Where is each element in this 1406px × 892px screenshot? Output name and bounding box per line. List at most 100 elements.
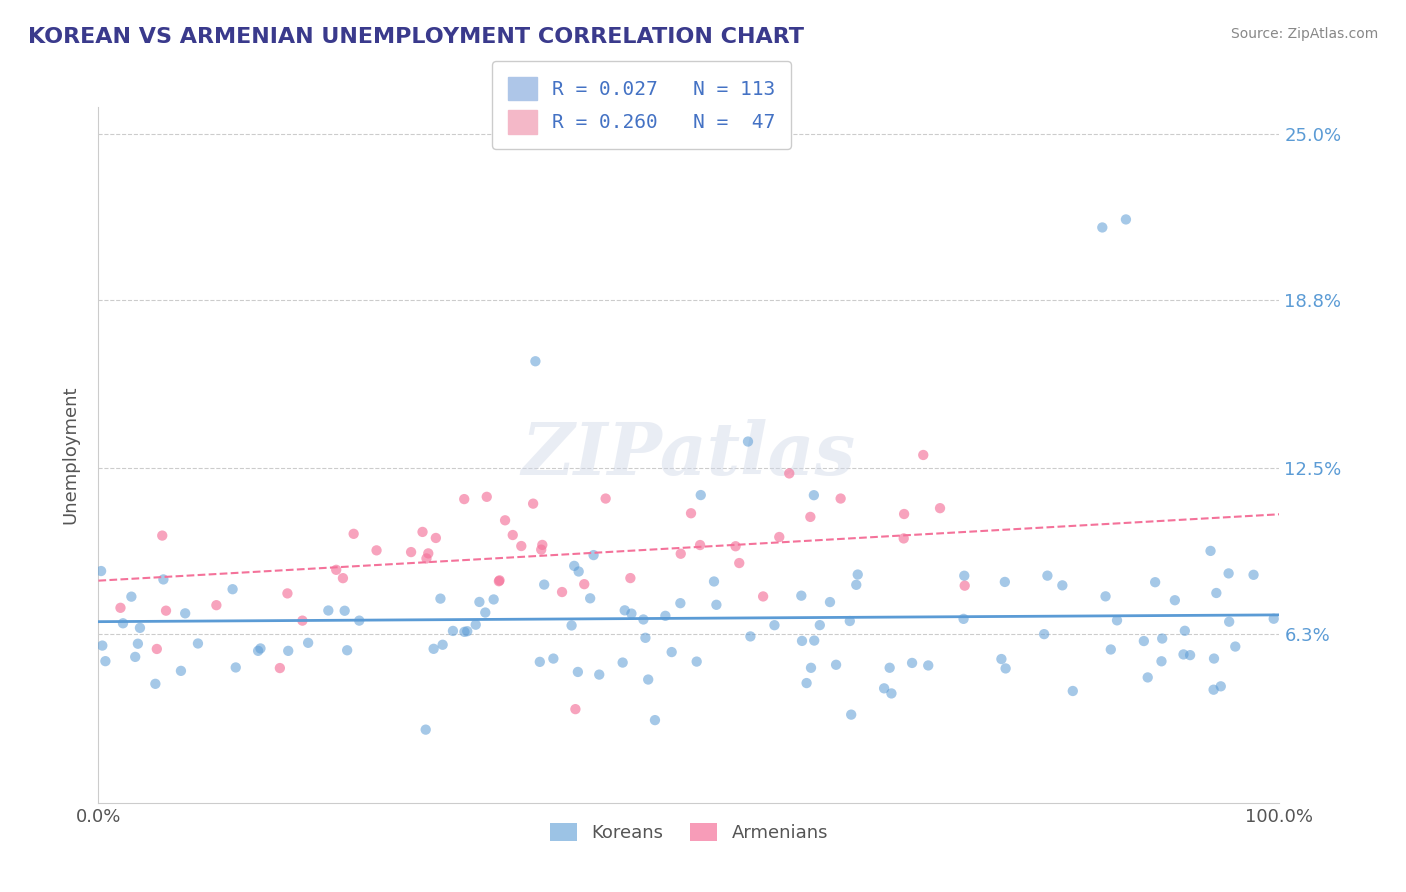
Point: [276, 586, 298, 600]
Point: [464, 617, 486, 632]
Point: [613, 603, 636, 617]
Point: [1243, 567, 1265, 582]
Point: [661, 645, 683, 659]
Point: [1178, 648, 1201, 662]
Point: [825, 657, 848, 672]
Point: [706, 598, 728, 612]
Point: [1152, 632, 1174, 646]
Point: [990, 652, 1012, 666]
Point: [127, 637, 149, 651]
Point: [654, 608, 676, 623]
Point: [1033, 627, 1056, 641]
Point: [612, 656, 634, 670]
Point: [1199, 544, 1222, 558]
Point: [838, 614, 860, 628]
Point: [1209, 679, 1232, 693]
Point: [845, 578, 868, 592]
Point: [366, 543, 388, 558]
Point: [669, 547, 692, 561]
Point: [533, 577, 555, 591]
Point: [522, 497, 544, 511]
Point: [111, 616, 134, 631]
Point: [561, 618, 583, 632]
Point: [763, 618, 786, 632]
Point: [418, 546, 440, 560]
Point: [1218, 615, 1240, 629]
Point: [796, 676, 818, 690]
Point: [90, 564, 112, 578]
Point: [429, 591, 451, 606]
Point: [291, 614, 314, 628]
Point: [415, 723, 437, 737]
Point: [703, 574, 725, 589]
Point: [1150, 654, 1173, 668]
Point: [174, 607, 197, 621]
Point: [808, 618, 831, 632]
Point: [529, 655, 551, 669]
Point: [502, 528, 524, 542]
Point: [110, 600, 132, 615]
Point: [564, 702, 586, 716]
Point: [453, 624, 475, 639]
Point: [249, 641, 271, 656]
Point: [415, 551, 437, 566]
Point: [644, 713, 666, 727]
Point: [1136, 670, 1159, 684]
Point: [1036, 568, 1059, 582]
Point: [579, 591, 602, 606]
Point: [543, 651, 565, 665]
Point: [839, 707, 862, 722]
Point: [917, 658, 939, 673]
Point: [1144, 575, 1167, 590]
Point: [482, 592, 505, 607]
Point: [1052, 578, 1074, 592]
Point: [332, 571, 354, 585]
Point: [422, 641, 444, 656]
Point: [152, 573, 174, 587]
Point: [830, 491, 852, 506]
Point: [929, 501, 952, 516]
Point: [225, 660, 247, 674]
Legend: Koreans, Armenians: Koreans, Armenians: [543, 815, 835, 849]
Point: [728, 556, 751, 570]
Point: [799, 509, 821, 524]
Point: [800, 661, 823, 675]
Point: [432, 638, 454, 652]
Point: [333, 604, 356, 618]
Point: [91, 639, 114, 653]
Text: Source: ZipAtlas.com: Source: ZipAtlas.com: [1230, 27, 1378, 41]
Point: [524, 354, 547, 368]
Point: [1164, 593, 1187, 607]
Point: [752, 590, 775, 604]
Point: [582, 548, 605, 562]
Point: [1202, 682, 1225, 697]
Y-axis label: Unemployment: Unemployment: [62, 385, 80, 524]
Point: [1099, 642, 1122, 657]
Point: [205, 598, 228, 612]
Point: [737, 434, 759, 449]
Point: [1225, 640, 1247, 654]
Point: [277, 644, 299, 658]
Point: [994, 574, 1017, 589]
Point: [686, 655, 709, 669]
Point: [412, 524, 434, 539]
Point: [494, 513, 516, 527]
Point: [1202, 651, 1225, 665]
Point: [790, 589, 813, 603]
Point: [1218, 566, 1240, 581]
Point: [124, 649, 146, 664]
Point: [689, 538, 711, 552]
Point: [1205, 586, 1227, 600]
Point: [1062, 684, 1084, 698]
Point: [155, 604, 177, 618]
Point: [475, 490, 498, 504]
Point: [349, 614, 371, 628]
Point: [679, 506, 702, 520]
Point: [1091, 220, 1114, 235]
Point: [343, 526, 366, 541]
Point: [912, 448, 935, 462]
Point: [634, 631, 657, 645]
Point: [150, 528, 173, 542]
Point: [669, 596, 692, 610]
Point: [595, 491, 617, 506]
